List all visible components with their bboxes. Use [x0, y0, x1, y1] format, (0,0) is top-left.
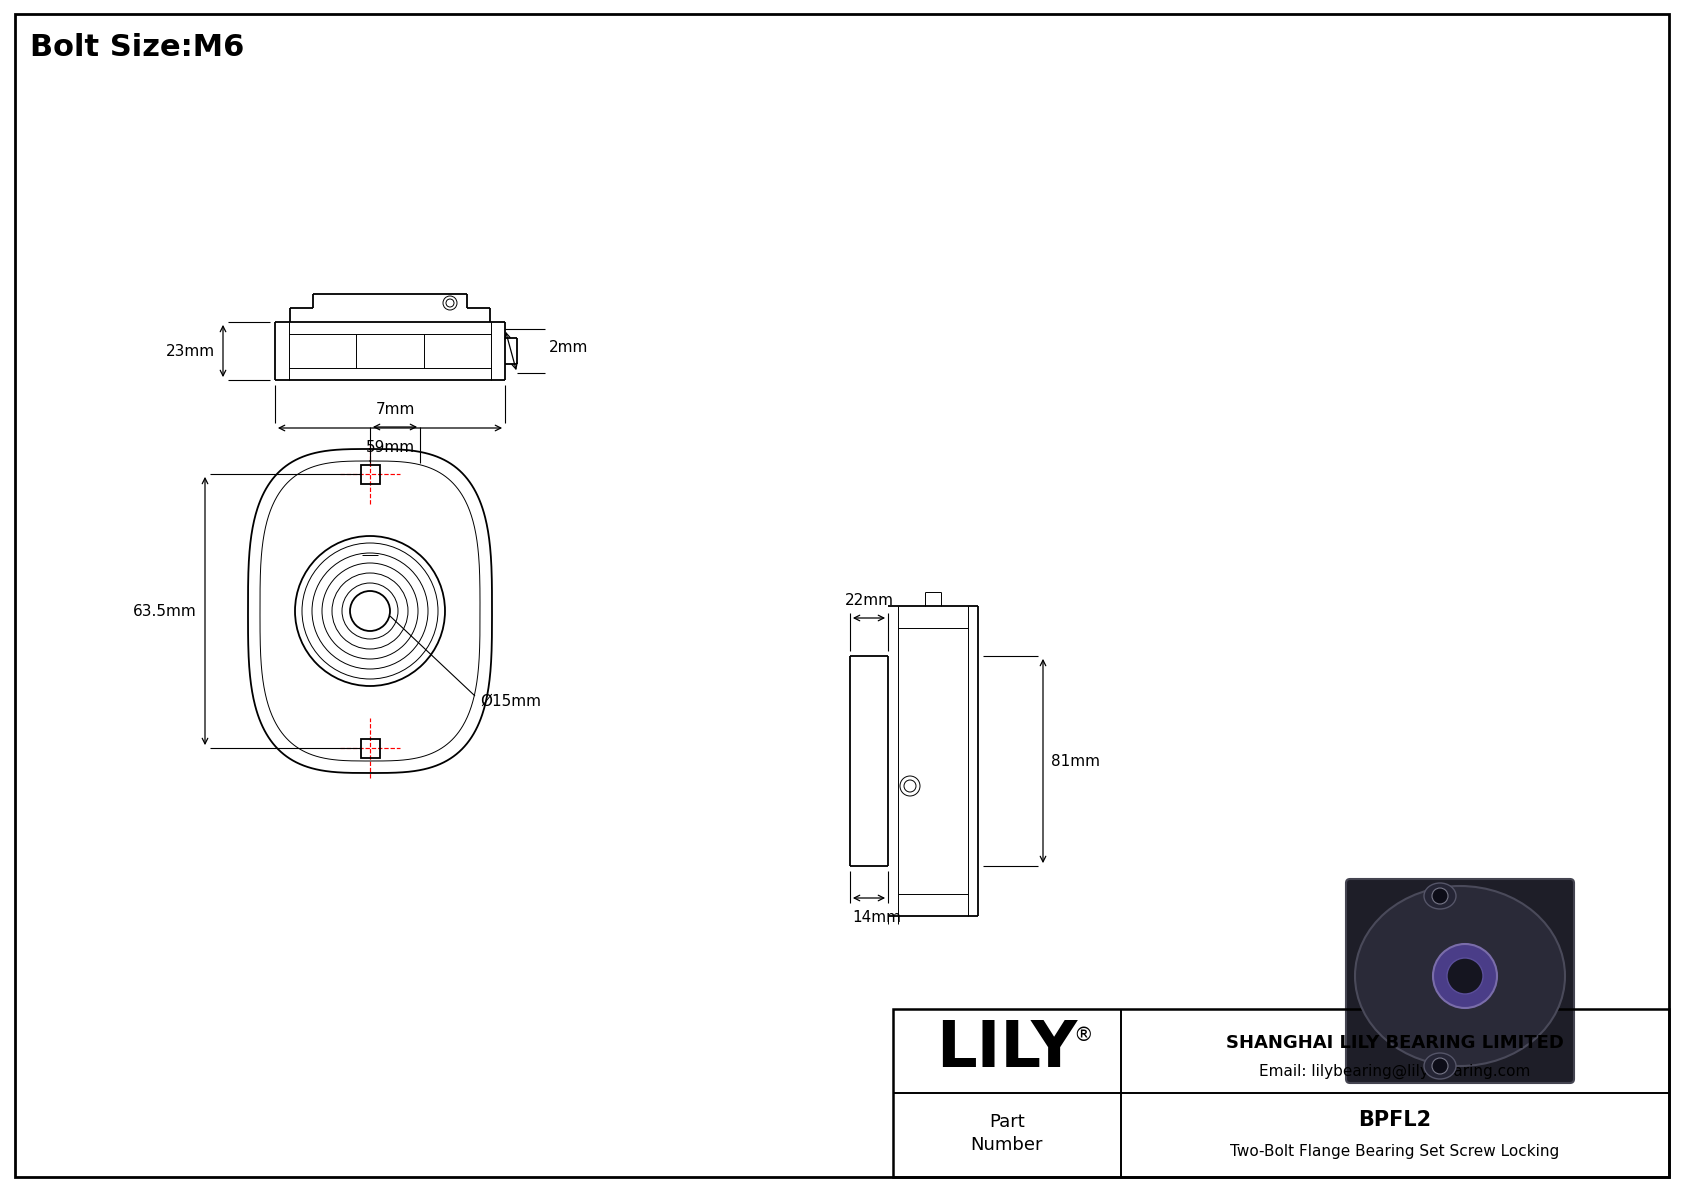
Text: Ø15mm: Ø15mm — [480, 693, 541, 709]
Circle shape — [1431, 888, 1448, 904]
Bar — [360, 738, 379, 757]
Circle shape — [1447, 958, 1484, 994]
Text: 14mm: 14mm — [852, 910, 901, 925]
Text: SHANGHAI LILY BEARING LIMITED: SHANGHAI LILY BEARING LIMITED — [1226, 1034, 1564, 1052]
Text: Bolt Size:M6: Bolt Size:M6 — [30, 33, 244, 62]
FancyBboxPatch shape — [1346, 879, 1575, 1083]
Ellipse shape — [1425, 1053, 1457, 1079]
Text: 81mm: 81mm — [1051, 754, 1100, 768]
Ellipse shape — [1425, 883, 1457, 909]
Bar — [360, 464, 379, 484]
Text: 63.5mm: 63.5mm — [133, 604, 197, 618]
Circle shape — [1433, 944, 1497, 1008]
Text: ®: ® — [1073, 1027, 1093, 1046]
Text: 7mm: 7mm — [376, 403, 414, 417]
Circle shape — [1431, 1058, 1448, 1074]
Text: BPFL2: BPFL2 — [1359, 1110, 1431, 1130]
Text: Part
Number: Part Number — [970, 1112, 1044, 1154]
Bar — [893, 1009, 1669, 1177]
Text: 2mm: 2mm — [549, 339, 588, 355]
Text: LILY: LILY — [936, 1018, 1078, 1080]
Text: 22mm: 22mm — [844, 593, 894, 607]
Text: Email: lilybearing@lily-bearing.com: Email: lilybearing@lily-bearing.com — [1260, 1064, 1531, 1079]
Text: 59mm: 59mm — [365, 439, 414, 455]
Text: Two-Bolt Flange Bearing Set Screw Locking: Two-Bolt Flange Bearing Set Screw Lockin… — [1231, 1145, 1559, 1159]
Ellipse shape — [1356, 886, 1564, 1066]
Text: 23mm: 23mm — [167, 343, 216, 358]
